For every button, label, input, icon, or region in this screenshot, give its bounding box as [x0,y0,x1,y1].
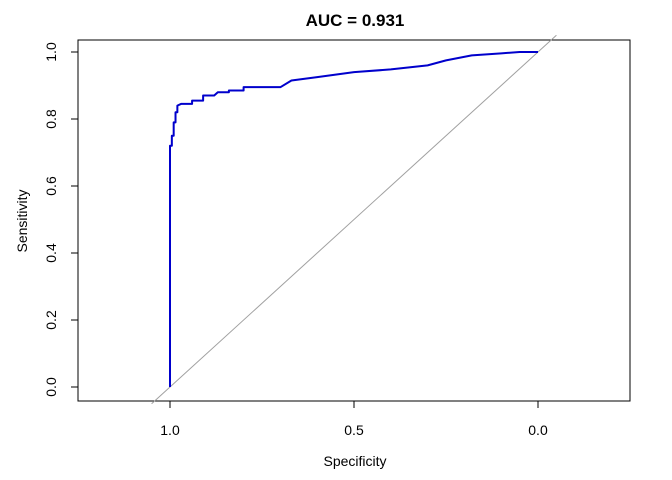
chart-title: AUC = 0.931 [306,11,405,30]
x-tick-label: 0.0 [528,422,548,438]
y-tick-label: 0.4 [43,243,59,263]
x-axis: 1.0 0.5 0.0 [160,400,548,438]
y-tick-label: 0.0 [43,377,59,397]
y-tick-label: 0.6 [43,176,59,196]
reference-layer [151,34,557,405]
y-tick-label: 0.2 [43,310,59,330]
y-tick-label: 0.8 [43,109,59,129]
y-tick-label: 1.0 [43,42,59,62]
reference-diagonal-line [151,34,557,405]
y-axis-label: Sensitivity [14,189,30,252]
curve-layer [169,51,538,387]
roc-curve-line [169,51,538,387]
x-axis-label: Specificity [323,453,386,469]
x-tick-label: 0.5 [344,422,364,438]
x-tick-label: 1.0 [160,422,180,438]
y-axis: 0.0 0.2 0.4 0.6 0.8 1.0 [43,42,79,397]
